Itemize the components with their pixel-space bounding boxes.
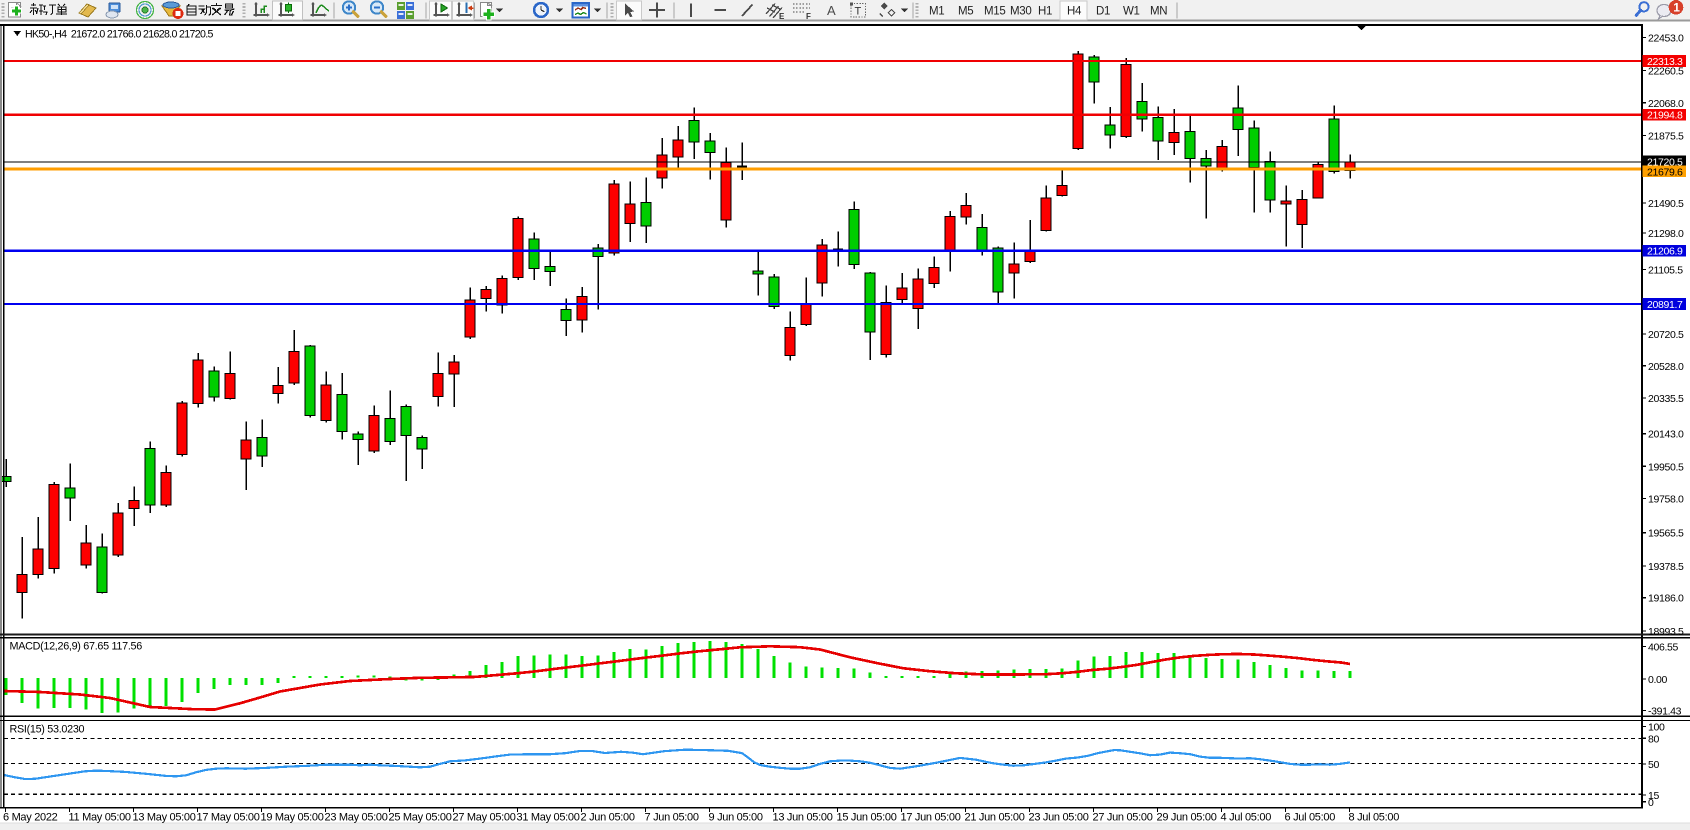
svg-text:22260.5: 22260.5 [1648, 66, 1684, 78]
svg-text:21994.8: 21994.8 [1647, 110, 1683, 122]
svg-text:0: 0 [1648, 797, 1654, 809]
svg-text:9 Jun 05:00: 9 Jun 05:00 [709, 812, 763, 824]
svg-text:21105.5: 21105.5 [1648, 265, 1683, 277]
svg-text:M5: M5 [958, 6, 973, 18]
svg-text:M1: M1 [929, 6, 944, 18]
svg-text:100: 100 [1648, 722, 1665, 734]
svg-text:25 May 05:00: 25 May 05:00 [389, 812, 452, 824]
svg-text:19 May 05:00: 19 May 05:00 [261, 812, 324, 824]
svg-text:19758.0: 19758.0 [1648, 493, 1684, 505]
svg-text:20528.0: 20528.0 [1648, 361, 1684, 373]
svg-text:21298.0: 21298.0 [1648, 228, 1684, 240]
svg-text:MACD(12,26,9) 67.65 117.56: MACD(12,26,9) 67.65 117.56 [10, 640, 143, 652]
svg-text:19950.5: 19950.5 [1648, 461, 1684, 473]
svg-text:A: A [827, 3, 836, 18]
svg-text:80: 80 [1648, 733, 1659, 745]
svg-text:RSI(15) 53.0230: RSI(15) 53.0230 [10, 723, 85, 735]
svg-text:17 May 05:00: 17 May 05:00 [197, 812, 260, 824]
svg-text:22453.0: 22453.0 [1648, 33, 1684, 45]
svg-text:21 Jun 05:00: 21 Jun 05:00 [965, 812, 1025, 824]
svg-text:20143.0: 20143.0 [1648, 429, 1684, 441]
svg-text:21679.6: 21679.6 [1647, 166, 1683, 178]
svg-text:20335.5: 20335.5 [1648, 393, 1684, 405]
svg-text:M15: M15 [984, 6, 1005, 18]
svg-text:-391.43: -391.43 [1648, 706, 1682, 718]
svg-text:13 May 05:00: 13 May 05:00 [133, 812, 196, 824]
svg-text:21490.5: 21490.5 [1648, 198, 1684, 210]
svg-text:15 Jun 05:00: 15 Jun 05:00 [837, 812, 897, 824]
svg-text:4 Jul 05:00: 4 Jul 05:00 [1221, 812, 1272, 824]
svg-text:W1: W1 [1123, 6, 1140, 18]
svg-text:MN: MN [1150, 6, 1167, 18]
svg-text:31 May 05:00: 31 May 05:00 [517, 812, 580, 824]
svg-text:0.00: 0.00 [1648, 674, 1668, 686]
svg-text:22313.3: 22313.3 [1647, 56, 1683, 68]
svg-text:13 Jun 05:00: 13 Jun 05:00 [773, 812, 833, 824]
svg-text:27 May 05:00: 27 May 05:00 [453, 812, 516, 824]
svg-text:19186.0: 19186.0 [1648, 593, 1684, 605]
svg-text:HK50-,H4 21672.0 21766.0 2162: HK50-,H4 21672.0 21766.0 21628.0 21720.5 [25, 28, 214, 40]
svg-text:1: 1 [1673, 1, 1680, 15]
svg-text:T: T [855, 6, 862, 18]
svg-text:6 May 2022: 6 May 2022 [3, 812, 58, 824]
svg-text:7 Jun 05:00: 7 Jun 05:00 [645, 812, 699, 824]
svg-text:E: E [779, 12, 785, 21]
svg-text:D1: D1 [1096, 6, 1110, 18]
svg-text:27 Jun 05:00: 27 Jun 05:00 [1093, 812, 1153, 824]
svg-text:406.55: 406.55 [1648, 642, 1679, 654]
svg-text:20720.5: 20720.5 [1648, 329, 1684, 341]
svg-text:17 Jun 05:00: 17 Jun 05:00 [901, 812, 961, 824]
svg-text:8 Jul 05:00: 8 Jul 05:00 [1349, 812, 1400, 824]
svg-text:11 May 05:00: 11 May 05:00 [69, 812, 131, 824]
svg-text:20891.7: 20891.7 [1647, 299, 1683, 311]
svg-text:H1: H1 [1038, 6, 1052, 18]
svg-text:23 May 05:00: 23 May 05:00 [325, 812, 388, 824]
svg-text:22068.0: 22068.0 [1648, 98, 1684, 110]
svg-text:50: 50 [1648, 759, 1659, 771]
svg-text:H4: H4 [1067, 6, 1082, 18]
svg-text:29 Jun 05:00: 29 Jun 05:00 [1157, 812, 1217, 824]
svg-text:F: F [806, 12, 811, 21]
svg-text:6 Jul 05:00: 6 Jul 05:00 [1285, 812, 1336, 824]
svg-text:21206.9: 21206.9 [1647, 246, 1683, 258]
svg-text:2 Jun 05:00: 2 Jun 05:00 [581, 812, 635, 824]
svg-text:15: 15 [1648, 790, 1659, 802]
svg-text:19378.5: 19378.5 [1648, 561, 1684, 573]
svg-text:21875.5: 21875.5 [1648, 131, 1684, 143]
svg-text:23 Jun 05:00: 23 Jun 05:00 [1029, 812, 1089, 824]
svg-text:M30: M30 [1010, 6, 1031, 18]
svg-text:18993.5: 18993.5 [1648, 626, 1684, 638]
svg-text:19565.5: 19565.5 [1648, 528, 1684, 540]
